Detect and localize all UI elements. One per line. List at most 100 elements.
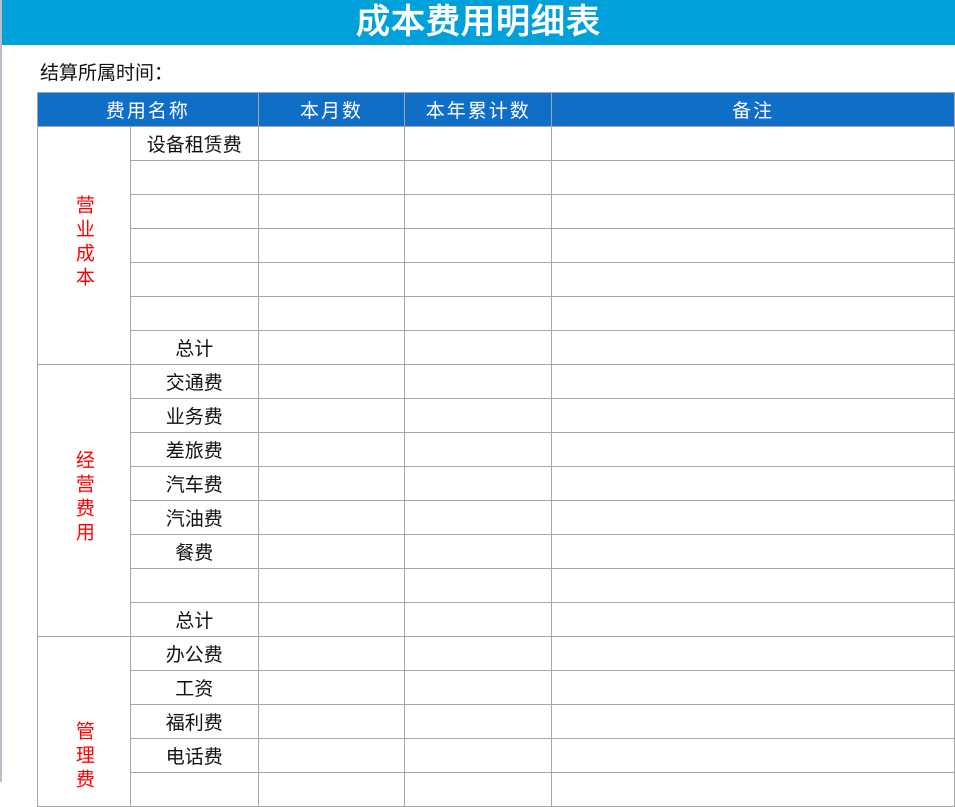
notes-cell[interactable] <box>551 262 955 297</box>
notes-cell[interactable] <box>551 296 955 331</box>
header-year[interactable]: 本年累计数 <box>404 92 553 127</box>
item-name-cell[interactable]: 业务费 <box>129 398 259 433</box>
month-cell[interactable] <box>257 534 406 569</box>
item-name-cell[interactable]: 福利费 <box>129 704 259 739</box>
year-cell[interactable] <box>404 704 553 739</box>
year-cell[interactable] <box>404 296 553 331</box>
month-cell[interactable] <box>257 466 406 501</box>
year-cell[interactable] <box>404 194 553 229</box>
item-name-cell[interactable]: 餐费 <box>129 534 259 569</box>
item-name-cell[interactable] <box>129 772 259 807</box>
year-cell[interactable] <box>404 160 553 195</box>
item-name-cell[interactable] <box>129 296 259 331</box>
table-row: 电话费 <box>38 738 955 773</box>
year-cell[interactable] <box>404 466 553 501</box>
month-cell[interactable] <box>257 228 406 263</box>
table-row: 总计 <box>38 330 955 365</box>
year-cell[interactable] <box>404 738 553 773</box>
item-name-cell[interactable]: 总计 <box>129 330 259 365</box>
year-cell[interactable] <box>404 262 553 297</box>
item-name-cell[interactable]: 总计 <box>129 602 259 637</box>
year-cell[interactable] <box>404 772 553 807</box>
notes-cell[interactable] <box>551 772 955 807</box>
item-name-cell[interactable]: 汽油费 <box>129 500 259 535</box>
year-cell[interactable] <box>404 636 553 671</box>
notes-cell[interactable] <box>551 126 955 161</box>
category-cell[interactable]: 管理费 <box>37 636 131 807</box>
notes-cell[interactable] <box>551 432 955 467</box>
notes-cell[interactable] <box>551 228 955 263</box>
item-name-cell[interactable] <box>129 568 259 603</box>
notes-cell[interactable] <box>551 738 955 773</box>
category-label: 经营费用 <box>72 450 95 546</box>
item-name-cell[interactable]: 电话费 <box>129 738 259 773</box>
notes-cell[interactable] <box>551 704 955 739</box>
month-cell[interactable] <box>257 738 406 773</box>
month-cell[interactable] <box>257 364 406 399</box>
year-cell[interactable] <box>404 432 553 467</box>
window-edge <box>0 0 2 782</box>
notes-cell[interactable] <box>551 194 955 229</box>
item-name-cell[interactable] <box>129 160 259 195</box>
year-cell[interactable] <box>404 364 553 399</box>
month-cell[interactable] <box>257 296 406 331</box>
month-cell[interactable] <box>257 432 406 467</box>
cost-table: 费用名称 本月数 本年累计数 备注 营业成本 设备租赁费 总计 经营费用 交通费 业务费差… <box>37 92 955 807</box>
month-cell[interactable] <box>257 772 406 807</box>
table-row <box>38 772 955 807</box>
item-name-cell[interactable]: 差旅费 <box>129 432 259 467</box>
item-name-cell[interactable]: 办公费 <box>129 636 259 671</box>
notes-cell[interactable] <box>551 534 955 569</box>
category-cell[interactable]: 经营费用 <box>37 364 131 637</box>
category-cell[interactable]: 营业成本 <box>37 126 131 365</box>
sheet-title: 成本费用明细表 <box>2 0 955 45</box>
notes-cell[interactable] <box>551 670 955 705</box>
table-row <box>38 262 955 297</box>
item-name-cell[interactable] <box>129 194 259 229</box>
notes-cell[interactable] <box>551 500 955 535</box>
item-name-cell[interactable]: 工资 <box>129 670 259 705</box>
notes-cell[interactable] <box>551 364 955 399</box>
year-cell[interactable] <box>404 398 553 433</box>
table-row <box>38 160 955 195</box>
month-cell[interactable] <box>257 160 406 195</box>
header-name[interactable]: 费用名称 <box>37 92 259 127</box>
month-cell[interactable] <box>257 568 406 603</box>
table-row: 管理费 办公费 <box>37 636 955 807</box>
notes-cell[interactable] <box>551 568 955 603</box>
notes-cell[interactable] <box>551 330 955 365</box>
notes-cell[interactable] <box>551 398 955 433</box>
month-cell[interactable] <box>257 398 406 433</box>
notes-cell[interactable] <box>551 466 955 501</box>
month-cell[interactable] <box>257 670 406 705</box>
notes-cell[interactable] <box>551 636 955 671</box>
year-cell[interactable] <box>404 330 553 365</box>
month-cell[interactable] <box>257 126 406 161</box>
month-cell[interactable] <box>257 330 406 365</box>
item-name-cell[interactable] <box>129 262 259 297</box>
item-name-cell[interactable]: 汽车费 <box>129 466 259 501</box>
month-cell[interactable] <box>257 194 406 229</box>
year-cell[interactable] <box>404 534 553 569</box>
year-cell[interactable] <box>404 126 553 161</box>
year-cell[interactable] <box>404 568 553 603</box>
header-month[interactable]: 本月数 <box>257 92 406 127</box>
year-cell[interactable] <box>404 602 553 637</box>
month-cell[interactable] <box>257 500 406 535</box>
item-name-cell[interactable]: 交通费 <box>129 364 259 399</box>
item-name-cell[interactable]: 设备租赁费 <box>129 126 259 161</box>
month-cell[interactable] <box>257 636 406 671</box>
month-cell[interactable] <box>257 602 406 637</box>
table-row: 福利费 <box>38 704 955 739</box>
notes-cell[interactable] <box>551 602 955 637</box>
year-cell[interactable] <box>404 228 553 263</box>
item-name-cell[interactable] <box>129 228 259 263</box>
year-cell[interactable] <box>404 670 553 705</box>
year-cell[interactable] <box>404 500 553 535</box>
header-notes[interactable]: 备注 <box>551 92 955 127</box>
notes-cell[interactable] <box>551 160 955 195</box>
table-row: 差旅费 <box>38 432 955 467</box>
table-row: 营业成本 设备租赁费 <box>37 126 955 365</box>
month-cell[interactable] <box>257 704 406 739</box>
month-cell[interactable] <box>257 262 406 297</box>
